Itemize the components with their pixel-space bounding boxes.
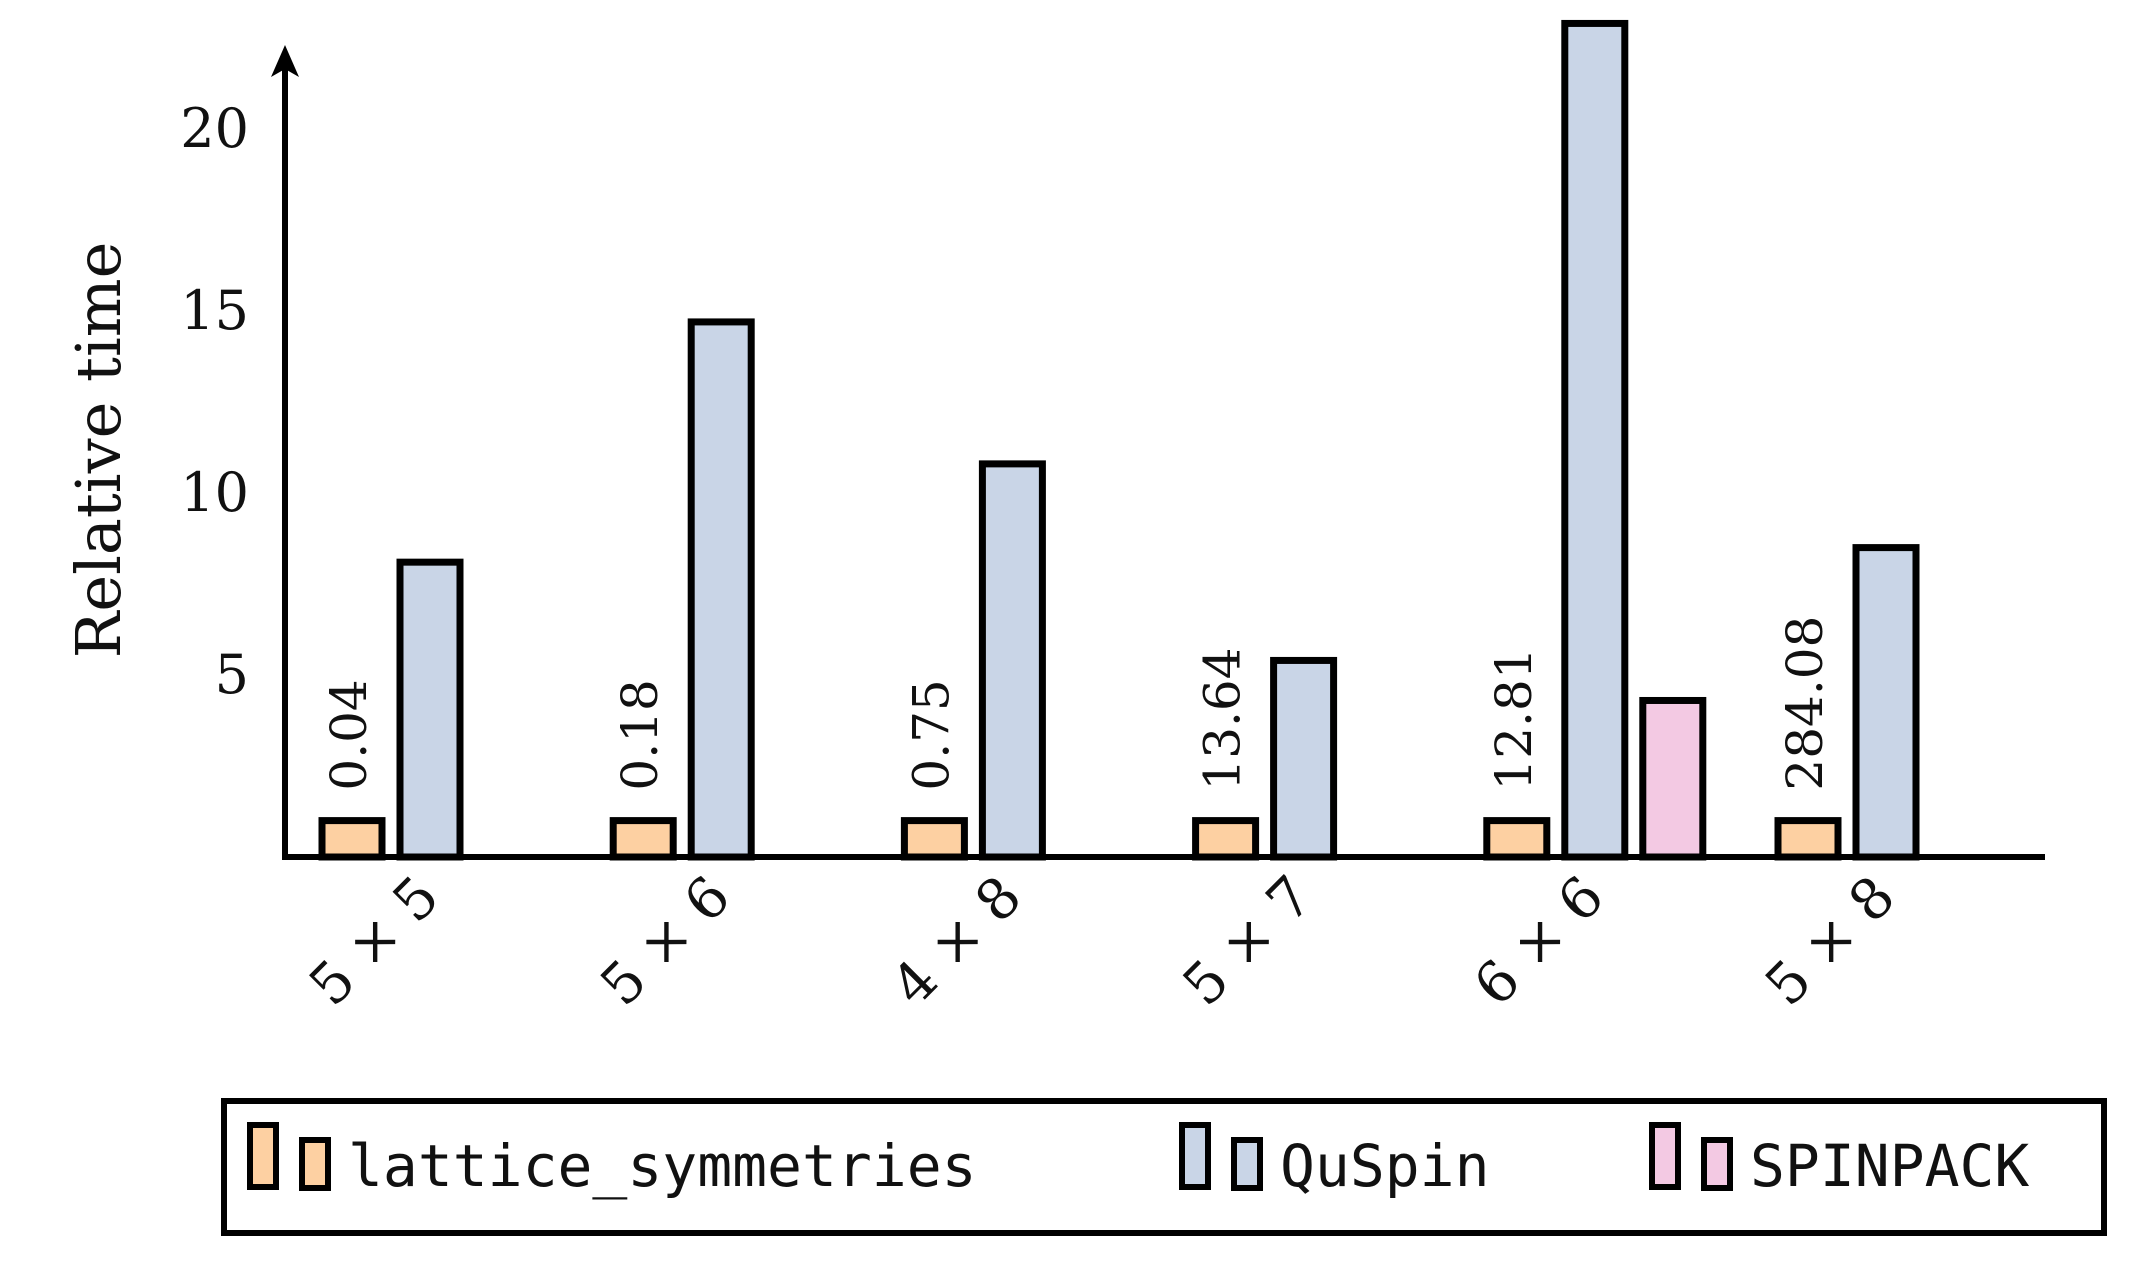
x-tick-label: 6 × 6 xyxy=(1462,864,1617,1019)
legend-swatch-lattice-symmetries xyxy=(247,1122,279,1190)
bar-lattice-symmetries-2 xyxy=(900,817,968,861)
legend-swatch-small-spinpack xyxy=(1701,1137,1733,1191)
bar-quspin-4 xyxy=(1561,19,1629,861)
bar-quspin-0 xyxy=(396,558,464,861)
data-label: 13.64 xyxy=(1194,647,1252,790)
data-label: 0.04 xyxy=(320,679,378,790)
data-label: 12.81 xyxy=(1485,647,1543,790)
y-tick-label: 5 xyxy=(215,643,249,706)
legend-swatch-quspin xyxy=(1179,1122,1211,1190)
legend-label-quspin: QuSpin xyxy=(1280,1132,1490,1200)
bar-lattice-symmetries-3 xyxy=(1192,817,1260,861)
x-tick-label: 4 × 8 xyxy=(880,864,1035,1019)
legend-box xyxy=(221,1098,2107,1236)
bar-quspin-5 xyxy=(1852,544,1920,861)
data-label: 284.08 xyxy=(1776,616,1834,791)
axes: 5 10 15 20 Relative time xyxy=(62,45,2045,860)
y-axis-arrow xyxy=(271,45,299,77)
legend-swatch-spinpack xyxy=(1649,1122,1681,1190)
legend-swatch-small-lattice-symmetries xyxy=(299,1137,331,1191)
legend-swatch-small-quspin xyxy=(1231,1137,1263,1191)
x-tick-label: 5 × 6 xyxy=(588,864,743,1019)
data-label: 0.18 xyxy=(611,679,669,790)
x-tick-label: 5 × 7 xyxy=(1171,864,1326,1019)
bar-quspin-3 xyxy=(1270,656,1338,861)
legend-label-lattice-symmetries: lattice_symmetries xyxy=(348,1132,977,1200)
y-tick-label: 20 xyxy=(180,97,249,160)
legend: lattice_symmetries QuSpin SPINPACK xyxy=(221,1098,2107,1236)
bar-spinpack-4 xyxy=(1639,696,1707,861)
x-tick-label: 5 × 8 xyxy=(1753,864,1908,1019)
y-tick-label: 10 xyxy=(180,461,249,524)
bar-quspin-2 xyxy=(978,460,1046,861)
bar-lattice-symmetries-5 xyxy=(1774,817,1842,861)
data-label: 0.75 xyxy=(902,679,960,790)
x-tick-label: 5 × 5 xyxy=(297,864,452,1019)
bar-lattice-symmetries-0 xyxy=(318,817,386,861)
y-axis-label: Relative time xyxy=(62,242,135,659)
bar-lattice-symmetries-4 xyxy=(1483,817,1551,861)
bars xyxy=(318,19,1920,861)
bar-lattice-symmetries-1 xyxy=(609,817,677,861)
legend-label-spinpack: SPINPACK xyxy=(1750,1132,2029,1200)
y-tick-label: 15 xyxy=(180,279,249,342)
bar-quspin-1 xyxy=(687,318,755,861)
